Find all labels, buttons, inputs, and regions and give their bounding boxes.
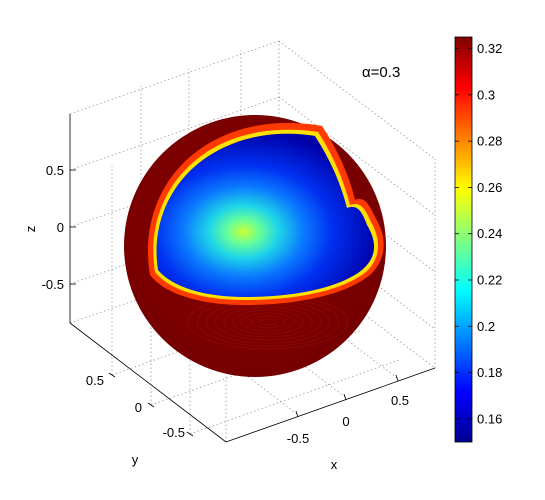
z-tick-label: 0.5 (46, 163, 64, 178)
y-tick-label: 0.5 (86, 373, 104, 388)
colorbar-tick-label: 0.2 (477, 319, 495, 334)
y-axis-label: y (132, 452, 139, 467)
x-tick-label: 0.5 (391, 393, 409, 408)
z-axis-label: z (23, 226, 38, 233)
colorbar-tick-label: 0.24 (477, 226, 502, 241)
z-tick-label: 0 (57, 220, 64, 235)
x-tick-label: -0.5 (287, 431, 309, 446)
y-axis-line (69, 322, 227, 443)
y-ticks (108, 372, 194, 437)
colorbar-tick-label: 0.16 (477, 411, 502, 426)
x-tick-label: 0 (342, 414, 349, 429)
alpha-annotation: α=0.3 (362, 64, 400, 81)
y-tick-label: -0.5 (163, 425, 185, 440)
y-tick-label: 0 (135, 400, 142, 415)
colorbar-ticks: 0.32 0.3 0.28 0.26 0.24 0.22 0.2 0.18 0.16 (455, 41, 502, 426)
colorbar-tick-label: 0.3 (477, 87, 495, 102)
colorbar-tick-label: 0.22 (477, 273, 502, 288)
colorbar-tick-label: 0.26 (477, 180, 502, 195)
z-tick-label: -0.5 (42, 277, 64, 292)
x-axis-label: x (331, 457, 338, 472)
colorbar-tick-label: 0.32 (477, 41, 502, 56)
x-axis-line (225, 367, 436, 443)
colorbar-tick-label: 0.18 (477, 365, 502, 380)
cut-face-surface (156, 133, 375, 297)
colorbar-tick-label: 0.28 (477, 134, 502, 149)
colorbar (454, 36, 473, 443)
z-ticks (70, 169, 76, 285)
x-ticks (295, 374, 399, 418)
